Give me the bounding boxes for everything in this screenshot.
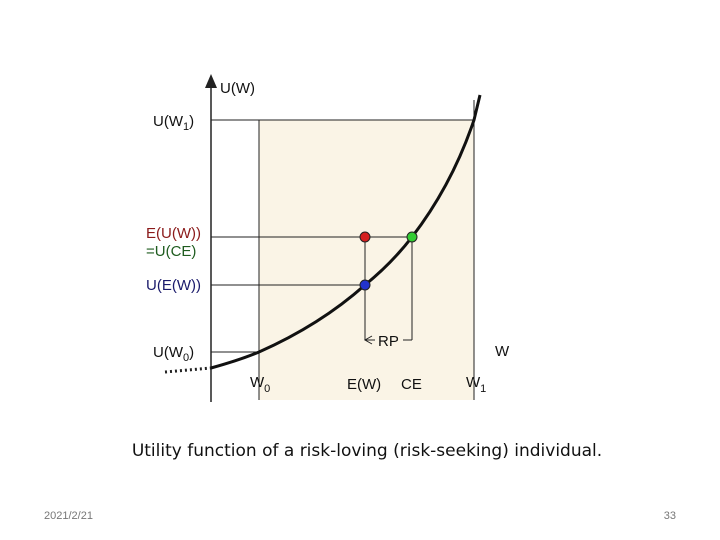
label-uw1: U(W1)	[153, 113, 194, 133]
x-axis-label: W	[495, 343, 510, 360]
label-w1: W1	[466, 374, 486, 395]
label-euw: E(U(W))	[146, 225, 201, 242]
page-number: 33	[664, 510, 676, 522]
label-uw0: U(W0)	[153, 344, 194, 364]
y-axis-label: U(W)	[220, 80, 255, 97]
caption: Utility function of a risk-loving (risk-…	[132, 441, 602, 461]
label-uce: =U(CE)	[146, 243, 196, 260]
footer-date: 2021/2/21	[44, 510, 93, 522]
rp-arrow	[363, 335, 373, 345]
point-utility-of-ew	[359, 279, 371, 291]
y-axis-arrow	[205, 74, 217, 88]
label-w0: W0	[250, 374, 270, 395]
point-expected-utility	[359, 231, 371, 243]
label-ew: E(W)	[347, 376, 381, 393]
shaded-region	[259, 120, 474, 400]
label-uew: U(E(W))	[146, 277, 201, 294]
curve-dotted	[164, 366, 212, 374]
guide-lines	[211, 100, 475, 400]
label-ce: CE	[401, 376, 422, 393]
point-ce	[406, 231, 418, 243]
label-rp: RP	[378, 333, 399, 350]
